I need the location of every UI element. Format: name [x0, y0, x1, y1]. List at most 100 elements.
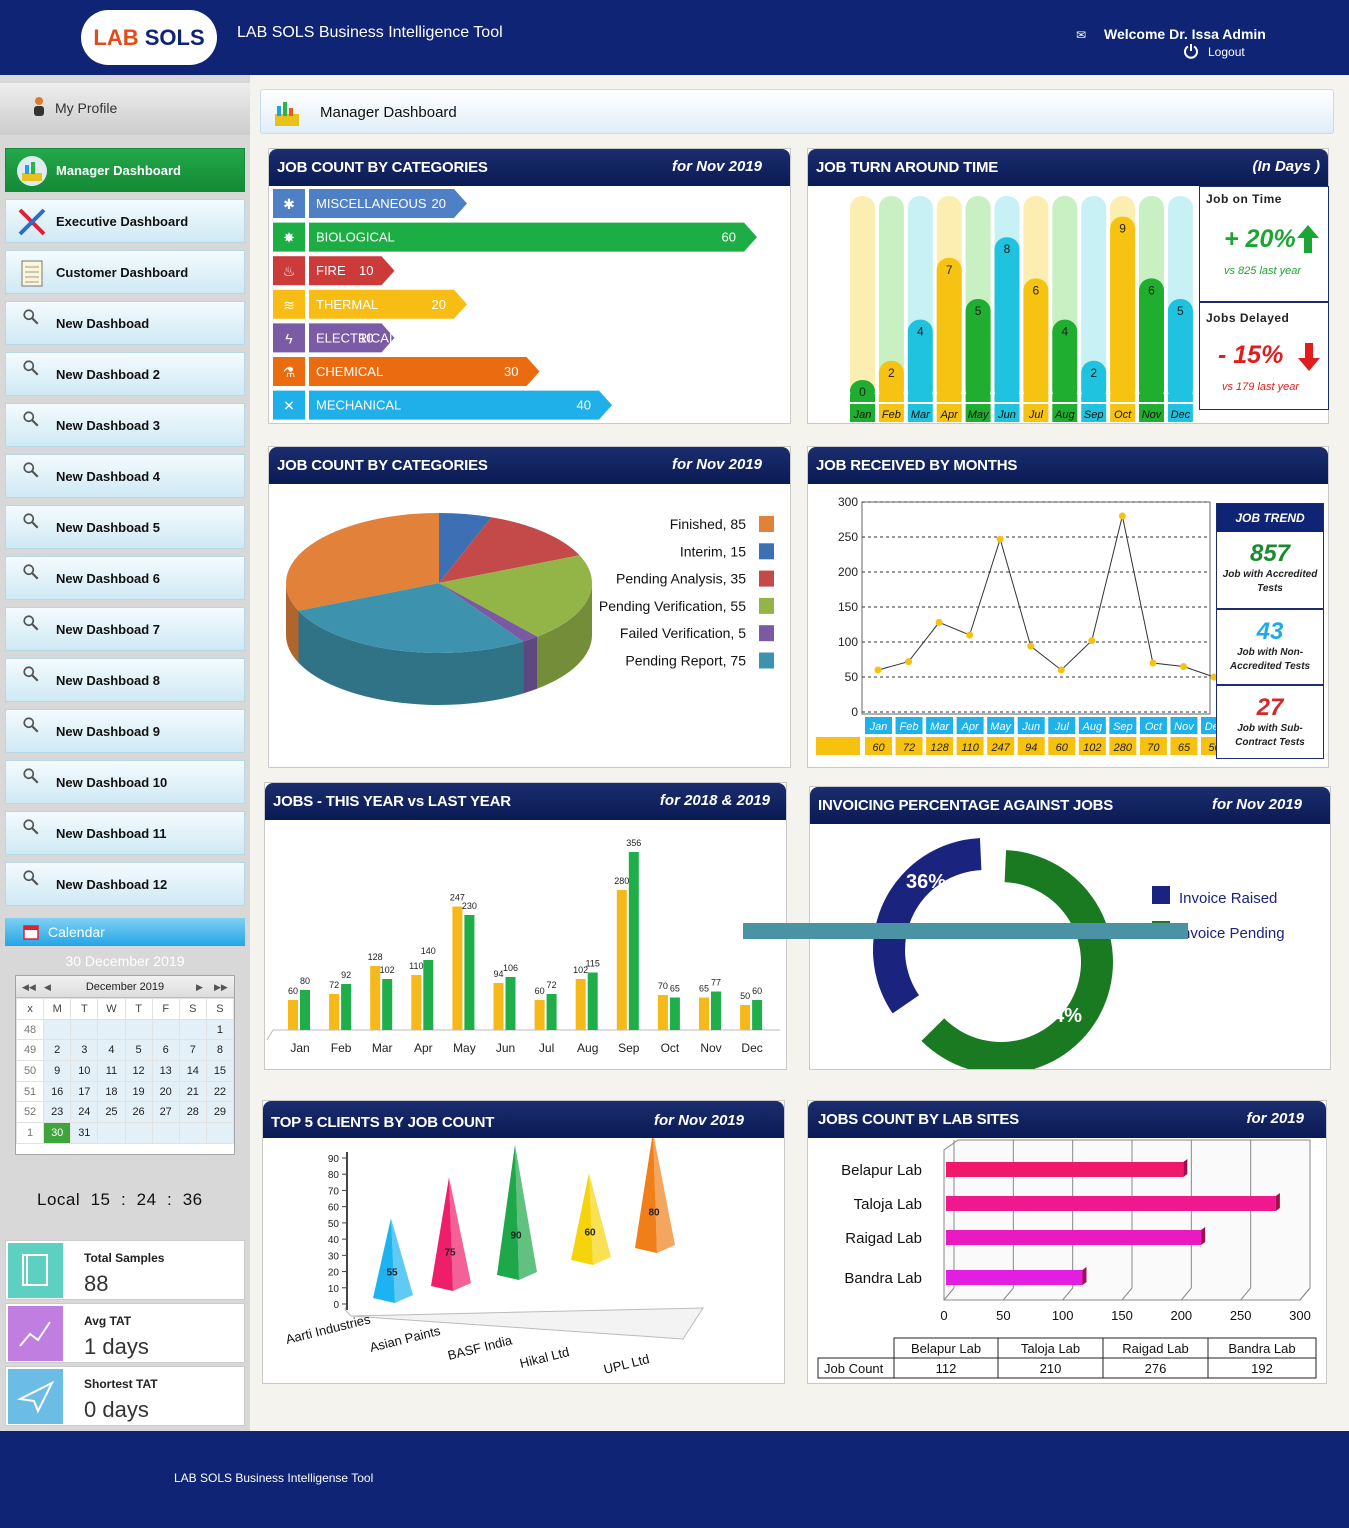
sidebar-item-11[interactable]: New Dashboad 8 — [5, 658, 245, 702]
y-tick-label: 90 — [328, 1154, 340, 1165]
calendar-day[interactable] — [178, 1122, 207, 1144]
sidebar-item-5[interactable]: New Dashboad 2 — [5, 352, 245, 396]
sidebar-item-9[interactable]: New Dashboad 6 — [5, 556, 245, 600]
breadcrumb: Manager Dashboard — [260, 89, 1334, 134]
calendar-day[interactable]: 30 — [43, 1122, 72, 1144]
kpi-card: Avg TAT 1 days — [5, 1303, 245, 1363]
calendar-day[interactable]: 1 — [205, 1018, 235, 1041]
next-year-icon[interactable]: ▶▶ — [214, 982, 228, 992]
year-bar-value: 110 — [409, 961, 423, 971]
calendar-day[interactable] — [151, 1122, 180, 1144]
pie-legend-swatch — [759, 597, 774, 614]
app-title: LAB SOLS Business Intelligence Tool — [237, 24, 503, 41]
calendar-day[interactable] — [97, 1122, 126, 1144]
calendar-day[interactable]: 24 — [70, 1101, 99, 1124]
value-cell — [1017, 737, 1045, 755]
calendar-day[interactable] — [178, 1018, 207, 1041]
value-label: 60 — [872, 742, 885, 754]
month-cell — [987, 717, 1015, 734]
calendar-day[interactable]: 20 — [151, 1080, 180, 1103]
calendar-day[interactable]: 13 — [151, 1060, 180, 1082]
year-bar-value: 247 — [450, 893, 465, 903]
my-profile-link[interactable]: My Profile — [0, 83, 250, 135]
sidebar-item-14[interactable]: New Dashboad 11 — [5, 811, 245, 855]
calendar-day[interactable]: 7 — [178, 1039, 207, 1062]
x-tick-label: May — [453, 1041, 476, 1055]
calendar-header[interactable]: Calendar — [5, 918, 245, 946]
sidebar-item-10[interactable]: New Dashboad 7 — [5, 607, 245, 651]
panel-title: JOB COUNT BY CATEGORIES — [277, 457, 488, 474]
mail-icon[interactable]: ✉ — [1076, 28, 1087, 42]
sidebar-item-1[interactable]: Manager Dashboard — [5, 148, 245, 192]
calendar-day[interactable]: 16 — [43, 1080, 72, 1103]
year-bar — [752, 1000, 763, 1030]
value-label: 280 — [1113, 742, 1133, 754]
calendar-day[interactable]: 4 — [97, 1039, 126, 1062]
calendar-day[interactable]: 22 — [205, 1080, 235, 1103]
calendar-day[interactable]: 5 — [124, 1039, 153, 1062]
year-bar-value: 65 — [699, 984, 709, 994]
sidebar-item-8[interactable]: New Dashboad 5 — [5, 505, 245, 549]
calendar-day[interactable]: 27 — [151, 1101, 180, 1124]
calendar-day[interactable] — [124, 1122, 153, 1144]
sidebar-item-7[interactable]: New Dashboad 4 — [5, 454, 245, 498]
calendar-day[interactable]: 6 — [151, 1039, 180, 1062]
calendar-day[interactable] — [43, 1018, 72, 1041]
lab-sols-logo[interactable]: LAB SOLS — [81, 10, 217, 65]
calendar-day[interactable]: 12 — [124, 1060, 153, 1082]
calendar-day[interactable]: 3 — [70, 1039, 99, 1062]
calendar-day[interactable]: 23 — [43, 1101, 72, 1124]
calendar-day[interactable]: 31 — [70, 1122, 99, 1144]
calendar-day[interactable]: 18 — [97, 1080, 126, 1103]
calendar-day[interactable] — [97, 1018, 126, 1041]
sidebar-item-3[interactable]: Customer Dashboard — [5, 250, 245, 294]
calendar-day[interactable]: 14 — [178, 1060, 207, 1082]
month-label: Nov — [1174, 721, 1195, 733]
sidebar-item-15[interactable]: New Dashboad 12 — [5, 862, 245, 906]
sidebar-item-4[interactable]: New Dashboad — [5, 301, 245, 345]
calendar-day[interactable]: 10 — [70, 1060, 99, 1082]
calendar-day[interactable] — [70, 1018, 99, 1041]
trend-label: Job with Non-Accredited Tests — [1229, 647, 1311, 672]
calendar-day[interactable]: 28 — [178, 1101, 207, 1124]
calendar-day[interactable] — [205, 1122, 235, 1144]
prev-month-icon[interactable]: ◀ — [44, 982, 51, 992]
value-label: 65 — [1178, 742, 1191, 754]
received-point — [1057, 666, 1065, 674]
calendar-day[interactable]: 17 — [70, 1080, 99, 1103]
kpi-icon-box — [8, 1243, 63, 1298]
power-icon[interactable] — [1183, 43, 1199, 59]
sidebar-item-6[interactable]: New Dashboad 3 — [5, 403, 245, 447]
sidebar-item-2[interactable]: Executive Dashboard — [5, 199, 245, 243]
calendar-day[interactable]: 19 — [124, 1080, 153, 1103]
tat-value: 8 — [1004, 242, 1011, 256]
calendar-day[interactable]: 25 — [97, 1101, 126, 1124]
calendar-day[interactable]: 9 — [43, 1060, 72, 1082]
calendar-day[interactable]: 21 — [178, 1080, 207, 1103]
category-value: 10 — [359, 263, 373, 278]
year-bar — [300, 990, 310, 1030]
sidebar-item-13[interactable]: New Dashboad 10 — [5, 760, 245, 804]
next-month-icon[interactable]: ▶ — [196, 982, 203, 992]
calendar-day[interactable] — [124, 1018, 153, 1041]
calendar-day[interactable]: 15 — [205, 1060, 235, 1082]
x-tick-label: Jan — [290, 1041, 309, 1055]
calendar-day[interactable]: 2 — [43, 1039, 72, 1062]
tat-month-cell — [1139, 404, 1164, 422]
calendar-day[interactable]: 26 — [124, 1101, 153, 1124]
prev-year-icon[interactable]: ◀◀ — [22, 982, 36, 992]
calendar-day[interactable]: 8 — [205, 1039, 235, 1062]
calendar-day[interactable] — [151, 1018, 180, 1041]
tat-bar-base — [1110, 394, 1136, 402]
month-cell — [1109, 717, 1137, 734]
calendar-day[interactable]: 29 — [205, 1101, 235, 1124]
site-label: Raigad Lab — [845, 1230, 922, 1247]
sidebar-item-12[interactable]: New Dashboad 9 — [5, 709, 245, 753]
wrench-icon-glyph: ✕ — [283, 398, 295, 414]
page-title: Manager Dashboard — [320, 104, 457, 121]
calendar-day[interactable]: 11 — [97, 1060, 126, 1082]
logout-link[interactable]: Logout — [1208, 45, 1245, 59]
magnifier-icon — [23, 309, 39, 325]
year-bar-value: 50 — [740, 991, 750, 1001]
